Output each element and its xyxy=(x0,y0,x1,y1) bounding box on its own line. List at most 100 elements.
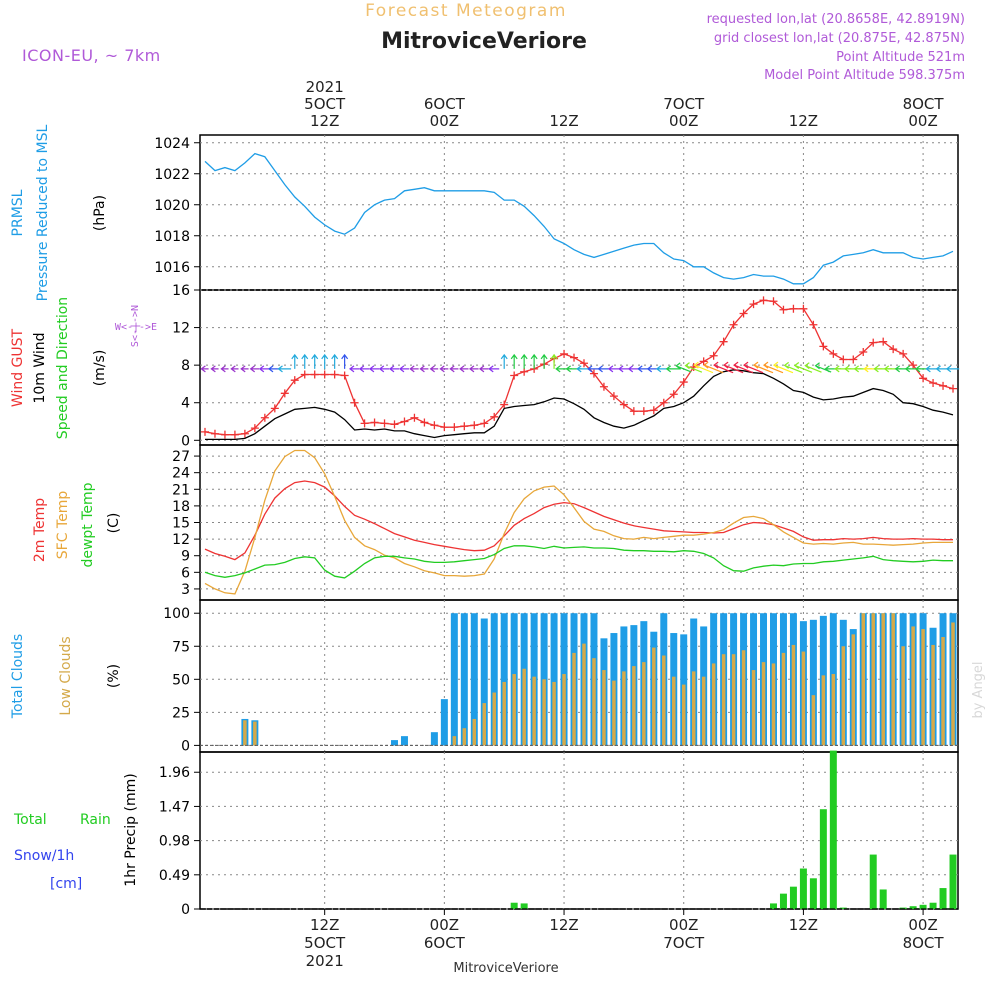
gust-marker xyxy=(829,349,838,358)
wind-arrow xyxy=(358,365,370,373)
temp-ytick-label: 18 xyxy=(172,499,190,515)
bottom-tick-label: 7OCT xyxy=(663,934,705,952)
top-tick-label: 2021 xyxy=(306,78,344,96)
gust-marker xyxy=(659,398,668,407)
series-line xyxy=(204,480,953,561)
precip-total-label: Total xyxy=(13,812,47,828)
gust-marker xyxy=(420,418,429,427)
temp-dewpt-label: dewpt Temp xyxy=(80,482,96,567)
low-cloud-bar xyxy=(761,662,766,746)
wind-arrow xyxy=(550,353,558,369)
low-cloud-bar xyxy=(582,643,586,746)
rain-bar xyxy=(899,907,907,909)
watermark: by Angel xyxy=(971,661,986,718)
total-clouds-label: Total Clouds xyxy=(10,634,26,719)
gust-marker xyxy=(729,320,738,329)
gust-marker xyxy=(609,392,618,401)
low-cloud-bar xyxy=(931,644,935,746)
low-cloud-bar xyxy=(851,634,856,746)
low-cloud-bar xyxy=(552,681,556,746)
precip-rain-label: Rain xyxy=(80,812,111,828)
wind-arrow xyxy=(321,353,329,369)
temp-ytick-label: 21 xyxy=(172,482,190,498)
wind-arrow xyxy=(607,365,619,373)
total-cloud-bar xyxy=(430,732,438,746)
temp-ytick-label: 27 xyxy=(172,449,190,465)
wind-arrow xyxy=(684,362,703,373)
gust-marker xyxy=(669,390,678,399)
low-cloud-bar xyxy=(602,670,606,746)
pressure-unit: (hPa) xyxy=(92,195,108,231)
panel-precip: 0 0.49 0.98 1.47 1.96 xyxy=(159,750,959,918)
wind-arrow xyxy=(510,353,518,369)
rain-bar xyxy=(789,886,797,909)
closest-coordinates: grid closest lon,lat (20.875E, 42.875N) xyxy=(714,31,965,46)
low-cloud-bar xyxy=(632,666,636,746)
gust-marker xyxy=(779,305,788,314)
wind-arrow xyxy=(301,353,309,369)
rain-bar xyxy=(869,854,877,909)
low-cloud-bar xyxy=(831,674,836,746)
gust-marker xyxy=(510,371,519,380)
location-title: MitroviceVeriore xyxy=(381,29,587,54)
wind-unit: (m/s) xyxy=(92,350,108,387)
low-cloud-bar xyxy=(562,674,566,746)
gust-marker xyxy=(929,379,938,387)
low-cloud-bar xyxy=(452,736,457,746)
cloud-unit: (%) xyxy=(106,664,122,688)
gust-marker xyxy=(769,297,778,306)
gust-marker xyxy=(599,382,608,391)
wind-arrow xyxy=(530,353,538,369)
gust-marker xyxy=(839,355,848,364)
rain-bar xyxy=(939,888,947,909)
gust-marker xyxy=(759,296,768,305)
low-cloud-bar xyxy=(771,663,776,746)
precip-snow-label: Snow/1h xyxy=(14,848,74,864)
low-cloud-bar xyxy=(751,670,756,746)
top-tick-label: 7OCT xyxy=(663,95,705,113)
low-cloud-bar xyxy=(542,679,546,746)
gust-marker xyxy=(709,351,718,360)
wind-arrow xyxy=(703,361,724,374)
rain-bar xyxy=(949,854,957,909)
low-cloud-bar xyxy=(801,651,806,746)
low-cloud-bar xyxy=(871,613,875,746)
rain-bar xyxy=(879,889,887,909)
low-cloud-bar xyxy=(891,613,895,746)
wind-arrow xyxy=(772,361,794,374)
cloud-ytick-label: 0 xyxy=(181,738,190,754)
gust-marker xyxy=(859,348,868,356)
top-tick-label: 12Z xyxy=(310,112,339,130)
wind-arrow xyxy=(311,353,319,369)
series-line xyxy=(204,299,954,436)
gust-marker xyxy=(899,349,908,358)
wind-arrow xyxy=(419,365,429,373)
wind-arrow xyxy=(597,365,610,373)
wind-arrow xyxy=(331,353,339,369)
gust-marker xyxy=(360,419,369,428)
wind-arrow xyxy=(783,361,803,373)
cloud-ytick-label: 25 xyxy=(172,705,190,721)
wind-compass-we: W<-|->E xyxy=(115,322,157,333)
temp-ytick-label: 6 xyxy=(181,565,190,581)
total-cloud-bar xyxy=(809,619,817,746)
bottom-tick-label: 12Z xyxy=(310,916,339,934)
gust-marker xyxy=(480,419,489,428)
wind-arrow xyxy=(200,365,209,373)
wind-arrow xyxy=(378,365,390,373)
gust-marker xyxy=(819,342,828,351)
pressure-ytick-label: 1024 xyxy=(154,136,190,152)
panel-cloud: 0 25 50 75 100 xyxy=(163,599,959,754)
low-cloud-bar xyxy=(911,626,915,746)
gust-marker xyxy=(210,429,219,438)
low-cloud-bar xyxy=(482,703,487,746)
precip-snow-unit: [cm] xyxy=(50,876,82,892)
gust-marker xyxy=(809,320,818,329)
rain-bar xyxy=(809,878,817,909)
wind-arrow xyxy=(723,361,744,374)
model-point-altitude: Model Point Altitude 598.375m xyxy=(764,68,965,83)
gust-marker xyxy=(500,400,509,409)
low-cloud-bar xyxy=(711,663,716,746)
